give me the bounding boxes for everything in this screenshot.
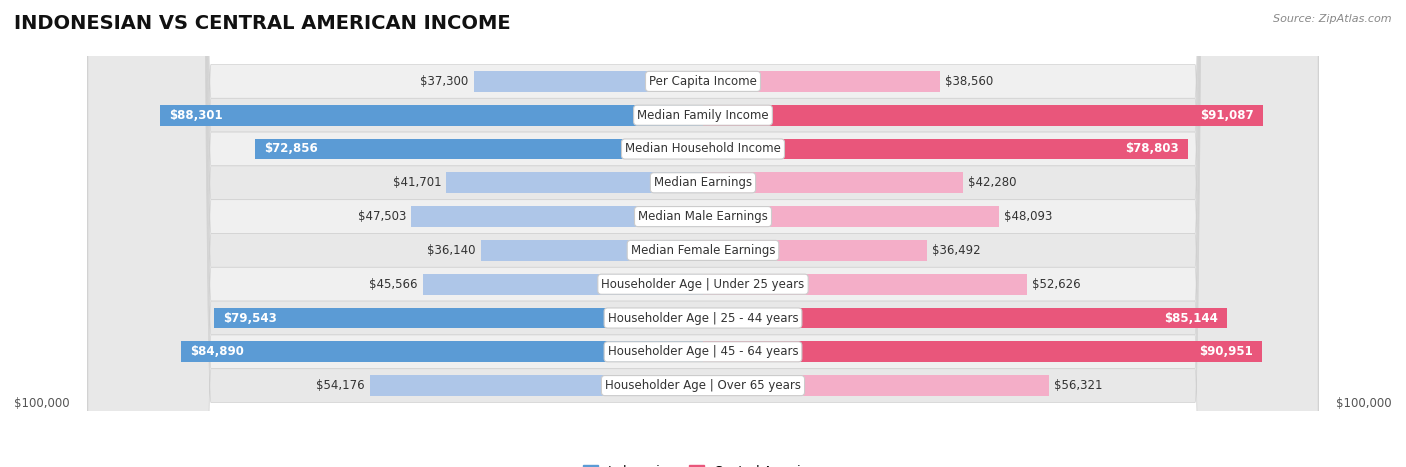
Text: Householder Age | 45 - 64 years: Householder Age | 45 - 64 years [607, 345, 799, 358]
Text: $37,300: $37,300 [420, 75, 468, 88]
FancyBboxPatch shape [87, 0, 1319, 467]
Text: $90,951: $90,951 [1199, 345, 1253, 358]
Bar [254, 139, 703, 159]
Text: $45,566: $45,566 [370, 278, 418, 290]
Bar [181, 341, 703, 362]
Bar [370, 375, 703, 396]
Bar [703, 375, 1049, 396]
Bar [703, 240, 928, 261]
Text: $41,701: $41,701 [392, 177, 441, 189]
Legend: Indonesian, Central American: Indonesian, Central American [578, 460, 828, 467]
Bar [703, 274, 1026, 295]
Text: $85,144: $85,144 [1164, 311, 1218, 325]
Text: $52,626: $52,626 [1032, 278, 1080, 290]
Text: $47,503: $47,503 [357, 210, 406, 223]
Text: $100,000: $100,000 [1336, 397, 1392, 410]
Text: Per Capita Income: Per Capita Income [650, 75, 756, 88]
Text: Median Male Earnings: Median Male Earnings [638, 210, 768, 223]
FancyBboxPatch shape [87, 0, 1319, 467]
Bar [703, 139, 1188, 159]
Bar [703, 172, 963, 193]
FancyBboxPatch shape [87, 0, 1319, 467]
Text: $91,087: $91,087 [1201, 109, 1254, 122]
Text: Source: ZipAtlas.com: Source: ZipAtlas.com [1274, 14, 1392, 24]
Bar [447, 172, 703, 193]
Bar [160, 105, 703, 126]
Bar [214, 308, 703, 328]
Bar [703, 105, 1264, 126]
Text: $38,560: $38,560 [945, 75, 994, 88]
FancyBboxPatch shape [87, 0, 1319, 467]
Text: $48,093: $48,093 [1004, 210, 1052, 223]
Bar [703, 341, 1263, 362]
Text: $36,492: $36,492 [932, 244, 981, 257]
FancyBboxPatch shape [87, 0, 1319, 467]
Text: INDONESIAN VS CENTRAL AMERICAN INCOME: INDONESIAN VS CENTRAL AMERICAN INCOME [14, 14, 510, 33]
FancyBboxPatch shape [87, 0, 1319, 467]
Text: $36,140: $36,140 [427, 244, 475, 257]
Text: $84,890: $84,890 [190, 345, 243, 358]
Bar [474, 71, 703, 92]
FancyBboxPatch shape [87, 0, 1319, 467]
Bar [481, 240, 703, 261]
Text: $72,856: $72,856 [264, 142, 318, 156]
Bar [703, 308, 1227, 328]
Text: Median Family Income: Median Family Income [637, 109, 769, 122]
Text: $78,803: $78,803 [1125, 142, 1178, 156]
Text: $88,301: $88,301 [169, 109, 222, 122]
Text: $79,543: $79,543 [224, 311, 277, 325]
Text: $42,280: $42,280 [967, 177, 1017, 189]
Text: $100,000: $100,000 [14, 397, 70, 410]
Text: Householder Age | Under 25 years: Householder Age | Under 25 years [602, 278, 804, 290]
Text: $56,321: $56,321 [1054, 379, 1102, 392]
Text: Householder Age | 25 - 44 years: Householder Age | 25 - 44 years [607, 311, 799, 325]
Text: $54,176: $54,176 [316, 379, 364, 392]
Bar [423, 274, 703, 295]
FancyBboxPatch shape [87, 0, 1319, 467]
Text: Median Household Income: Median Household Income [626, 142, 780, 156]
FancyBboxPatch shape [87, 0, 1319, 467]
Bar [703, 206, 998, 227]
Text: Householder Age | Over 65 years: Householder Age | Over 65 years [605, 379, 801, 392]
FancyBboxPatch shape [87, 0, 1319, 467]
Text: Median Earnings: Median Earnings [654, 177, 752, 189]
Bar [411, 206, 703, 227]
Bar [703, 71, 941, 92]
Text: Median Female Earnings: Median Female Earnings [631, 244, 775, 257]
